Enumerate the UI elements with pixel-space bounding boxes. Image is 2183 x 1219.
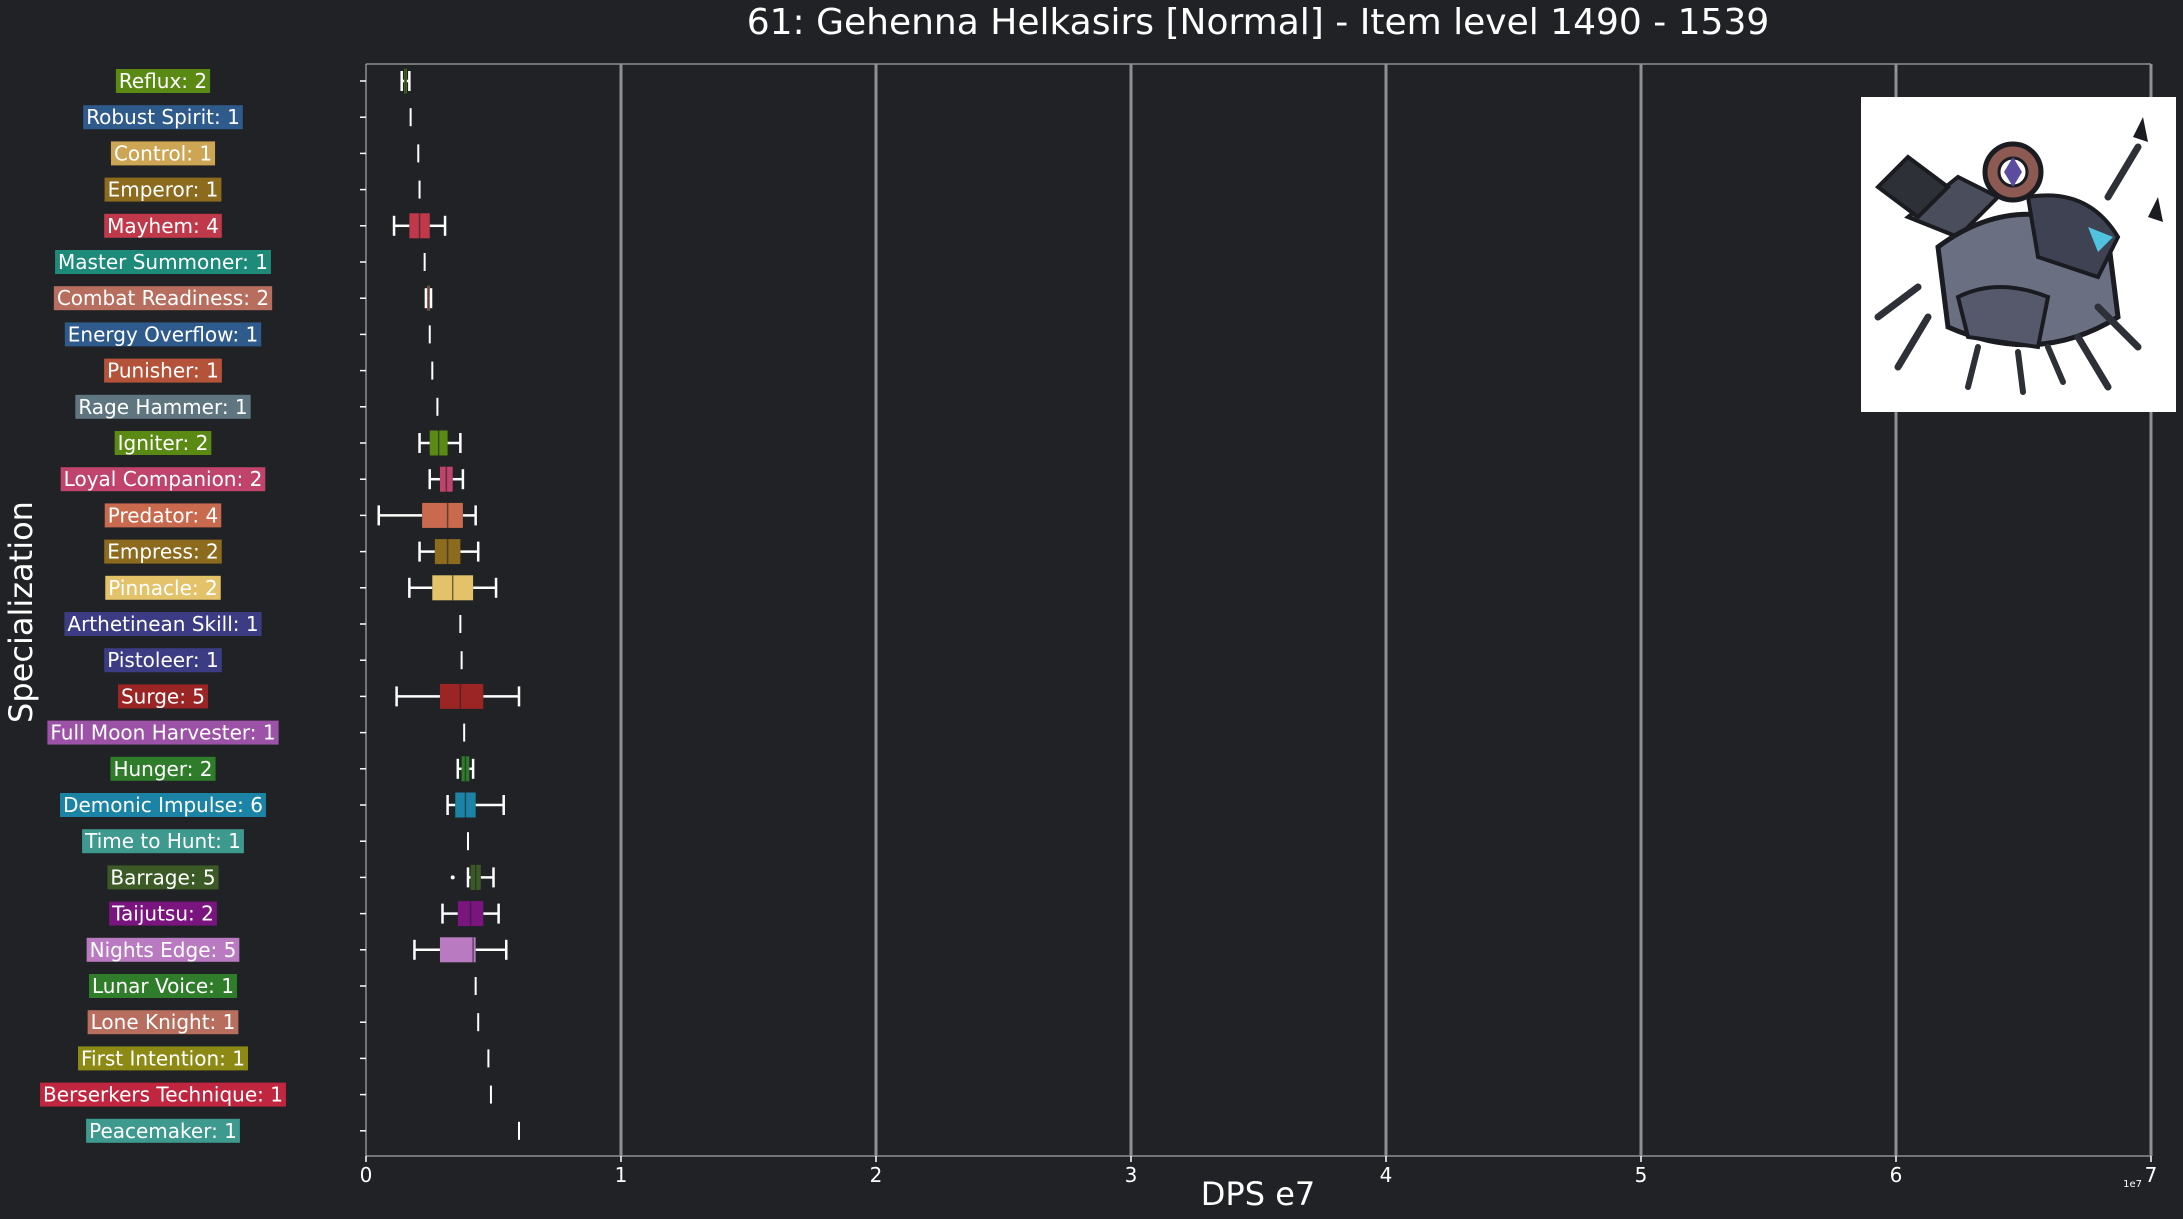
category-label-badge [104, 177, 222, 202]
category-label-badge [64, 612, 262, 636]
category-label: Time to Hunt: 1 [84, 829, 241, 853]
category-label: Master Summoner: 1 [58, 250, 268, 274]
category-label: Robust Spirit: 1 [86, 105, 240, 129]
category-label-badge [88, 974, 238, 998]
category-label-badge [86, 937, 240, 962]
category-label-badge [110, 756, 216, 781]
x-tick-label: 2 [870, 1163, 883, 1187]
category-label: Demonic Impulse: 6 [63, 793, 263, 817]
category-label-badge [110, 141, 216, 166]
category-label-badge [104, 213, 222, 238]
category-label-badge [53, 286, 273, 311]
category-label-badge [75, 394, 251, 419]
category-label: First Intention: 1 [81, 1046, 245, 1070]
x-tick-label: 4 [1380, 1163, 1393, 1187]
category-label: Pistoleer: 1 [107, 648, 219, 672]
category-label: Rage Hammer: 1 [78, 395, 247, 419]
category-label: Hunger: 2 [113, 757, 212, 781]
category-label: Combat Readiness: 2 [57, 286, 269, 310]
x-tick-label: 1 [615, 1163, 628, 1187]
category-label: Energy Overflow: 1 [68, 322, 258, 346]
category-label: Nights Edge: 5 [90, 938, 237, 962]
chart-title: 61: Gehenna Helkasirs [Normal] - Item le… [747, 2, 1770, 43]
iqr-box [439, 937, 476, 963]
category-label: Lone Knight: 1 [91, 1010, 236, 1034]
category-label: Empress: 2 [107, 540, 219, 564]
category-label: Reflux: 2 [119, 69, 207, 93]
category-label: Loyal Companion: 2 [64, 467, 263, 491]
category-label: Predator: 4 [108, 503, 219, 527]
category-label-badge [64, 322, 262, 347]
category-label: Emperor: 1 [108, 178, 219, 202]
category-label-badge [117, 684, 209, 709]
category-label-badge [114, 431, 212, 455]
outlier-point [450, 875, 455, 880]
category-label: Surge: 5 [121, 684, 205, 708]
x-tick-label: 5 [1635, 1163, 1648, 1187]
category-label-badge [107, 865, 219, 890]
boss-portrait [1861, 97, 2176, 412]
x-scale-exponent: 1e7 [2123, 1179, 2142, 1190]
category-label-badge [83, 105, 243, 130]
category-label-badge [55, 250, 271, 274]
category-label: Igniter: 2 [118, 431, 209, 455]
category-label-badge [86, 1118, 240, 1143]
category-label: Pinnacle: 2 [108, 576, 217, 600]
iqr-box [422, 502, 463, 528]
category-label: Berserkers Technique: 1 [43, 1083, 283, 1107]
x-tick-label: 6 [1890, 1163, 1903, 1187]
category-label: Mayhem: 4 [107, 214, 219, 238]
x-tick-label: 7 [2145, 1163, 2158, 1187]
category-label-badge [60, 467, 266, 492]
category-label: Full Moon Harvester: 1 [50, 721, 275, 745]
boss-portrait-art [1874, 117, 2163, 395]
category-label-badge [82, 829, 244, 854]
category-label-badge [105, 575, 221, 600]
x-tick-label: 0 [360, 1163, 373, 1187]
category-label-badge [87, 1010, 239, 1035]
category-label-badge [104, 503, 222, 528]
y-axis-label: Specialization [2, 501, 40, 723]
category-label-badge [109, 901, 217, 926]
iqr-box [439, 683, 484, 709]
x-axis-label: DPS e7 [1201, 1175, 1315, 1213]
category-label-badge [78, 1046, 248, 1071]
category-label-badge [40, 1082, 286, 1107]
category-label-badge [104, 648, 222, 673]
category-label: Barrage: 5 [110, 865, 215, 889]
category-label-badge [47, 720, 279, 745]
category-label-badge [104, 539, 222, 564]
category-label-badge [60, 793, 266, 817]
category-label: Taijutsu: 2 [111, 902, 214, 926]
category-label: Punisher: 1 [107, 359, 219, 383]
category-label: Lunar Voice: 1 [92, 974, 234, 998]
category-label: Arthetinean Skill: 1 [67, 612, 258, 636]
category-label: Control: 1 [114, 141, 212, 165]
x-tick-label: 3 [1125, 1163, 1138, 1187]
category-label-badge [104, 358, 222, 383]
category-label-badge [115, 69, 211, 93]
category-label: Peacemaker: 1 [89, 1119, 237, 1143]
